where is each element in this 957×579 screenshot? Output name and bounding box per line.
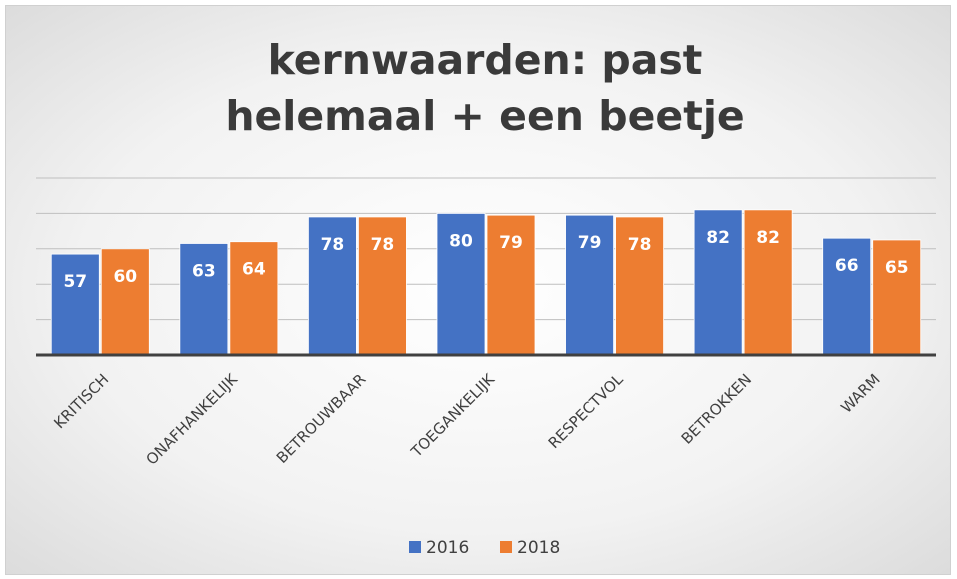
bar [358,216,407,356]
bar [743,209,793,356]
bar [615,216,664,356]
data-label: 79 [499,233,523,253]
data-label: 82 [706,228,730,248]
x-tick-label: KRITISCH [50,370,112,432]
x-tick-label: WARM [837,370,883,416]
bar [308,216,357,356]
legend-swatch [409,541,421,553]
data-label: 78 [628,235,652,255]
bar [872,239,922,356]
data-label: 66 [835,256,859,276]
data-label: 80 [449,231,473,251]
bar [100,248,150,356]
bar [822,237,872,356]
x-tick-label: ONAFHANKELIJK [143,369,242,468]
bar [50,253,100,356]
bar [229,241,279,356]
legend-swatch [500,541,512,553]
x-tick-label: RESPECTVOL [545,370,627,452]
legend-label: 2018 [517,538,560,558]
x-tick-label: BETROKKEN [678,370,755,447]
x-tick-label: TOEGANKELIJK [407,369,499,461]
data-label: 79 [578,233,602,253]
bar [693,209,743,356]
data-label: 65 [885,258,909,278]
bar [179,243,229,356]
chart-title: kernwaarden: past helemaal + een beetje [225,36,745,140]
data-label: 57 [63,272,87,292]
x-tick-label: BETROUWBAAR [273,370,370,467]
data-label: 64 [242,260,266,280]
data-label: 63 [192,261,216,281]
legend-label: 2016 [426,538,469,558]
data-label: 78 [371,235,395,255]
bar [436,212,486,356]
data-label: 78 [321,235,345,255]
data-label: 82 [756,228,780,248]
data-label: 60 [113,267,137,287]
